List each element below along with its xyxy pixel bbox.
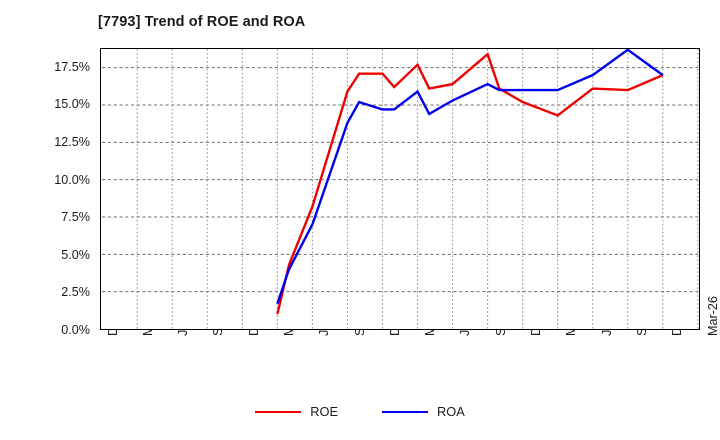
y-axis-label: 7.5% bbox=[61, 210, 90, 225]
legend-item-roa[interactable]: ROA bbox=[382, 404, 465, 419]
chart-legend: ROE ROA bbox=[0, 404, 720, 419]
grid-lines bbox=[102, 49, 699, 329]
chart-title: [7793] Trend of ROE and ROA bbox=[98, 14, 306, 30]
legend-label: ROA bbox=[437, 404, 465, 419]
y-axis-label: 12.5% bbox=[54, 135, 90, 149]
plot-area bbox=[100, 48, 700, 330]
y-axis-label: 10.0% bbox=[54, 172, 90, 187]
data-lines bbox=[276, 49, 664, 315]
y-axis-label: 0.0% bbox=[61, 323, 90, 337]
y-axis-label: 17.5% bbox=[54, 59, 90, 74]
legend-label: ROE bbox=[310, 404, 338, 419]
legend-item-roe[interactable]: ROE bbox=[255, 404, 338, 419]
legend-line-swatch bbox=[255, 410, 302, 413]
y-axis-label: 5.0% bbox=[61, 247, 90, 262]
y-axis-label: 15.0% bbox=[54, 97, 90, 112]
y-axis-label: 2.5% bbox=[61, 285, 90, 300]
x-axis-label: Mar-26 bbox=[705, 296, 720, 336]
legend-line-swatch bbox=[382, 410, 428, 413]
